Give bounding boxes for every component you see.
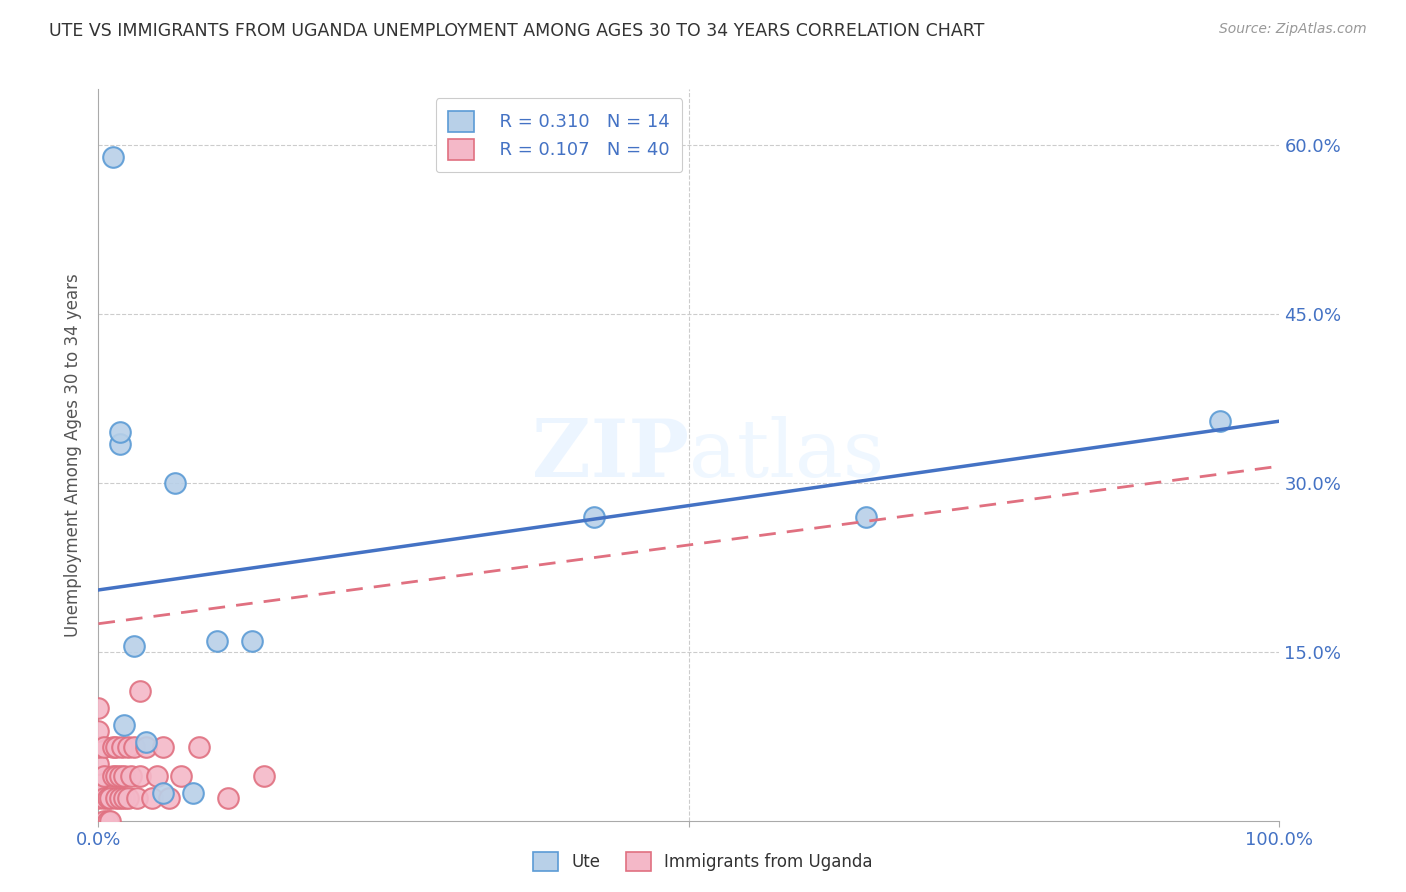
Point [152,785,174,799]
Point [105,791,128,805]
Point [93,769,115,783]
Point [112,791,135,805]
Point [112,718,135,732]
Point [187,740,209,755]
Point [87,723,110,738]
Point [165,476,187,491]
Point [108,791,131,805]
Text: UTE VS IMMIGRANTS FROM UGANDA UNEMPLOYMENT AMONG AGES 30 TO 34 YEARS CORRELATION: UTE VS IMMIGRANTS FROM UGANDA UNEMPLOYME… [49,22,984,40]
Point [98,814,121,828]
Point [101,150,124,164]
Point [97,814,120,828]
Point [141,791,163,805]
Point [135,735,157,749]
Point [111,740,134,755]
Point [128,684,150,698]
Text: ZIP: ZIP [531,416,689,494]
Point [1209,414,1232,428]
Point [122,740,145,755]
Point [205,633,228,648]
Point [240,633,263,648]
Point [93,791,115,805]
Point [128,769,150,783]
Point [152,740,174,755]
Point [101,769,124,783]
Point [98,791,121,805]
Point [112,769,135,783]
Text: Source: ZipAtlas.com: Source: ZipAtlas.com [1219,22,1367,37]
Point [127,791,149,805]
Point [117,740,139,755]
Point [122,639,145,653]
Point [93,814,115,828]
Y-axis label: Unemployment Among Ages 30 to 34 years: Unemployment Among Ages 30 to 34 years [65,273,83,637]
Point [87,774,110,789]
Point [121,769,143,783]
Point [108,425,131,440]
Point [97,791,120,805]
Legend:   R = 0.310   N = 14,   R = 0.107   N = 40: R = 0.310 N = 14, R = 0.107 N = 40 [436,98,682,172]
Point [217,791,239,805]
Point [108,769,131,783]
Point [108,436,131,450]
Point [135,740,157,755]
Point [87,740,110,755]
Text: atlas: atlas [689,416,884,494]
Point [583,509,606,524]
Point [117,791,139,805]
Point [181,785,204,799]
Point [253,769,276,783]
Point [170,769,193,783]
Point [855,509,877,524]
Point [105,769,128,783]
Point [146,769,169,783]
Point [87,757,110,772]
Point [157,791,180,805]
Point [87,791,110,805]
Point [87,701,110,715]
Legend: Ute, Immigrants from Uganda: Ute, Immigrants from Uganda [524,843,882,880]
Point [105,740,128,755]
Point [101,740,124,755]
Point [93,740,115,755]
